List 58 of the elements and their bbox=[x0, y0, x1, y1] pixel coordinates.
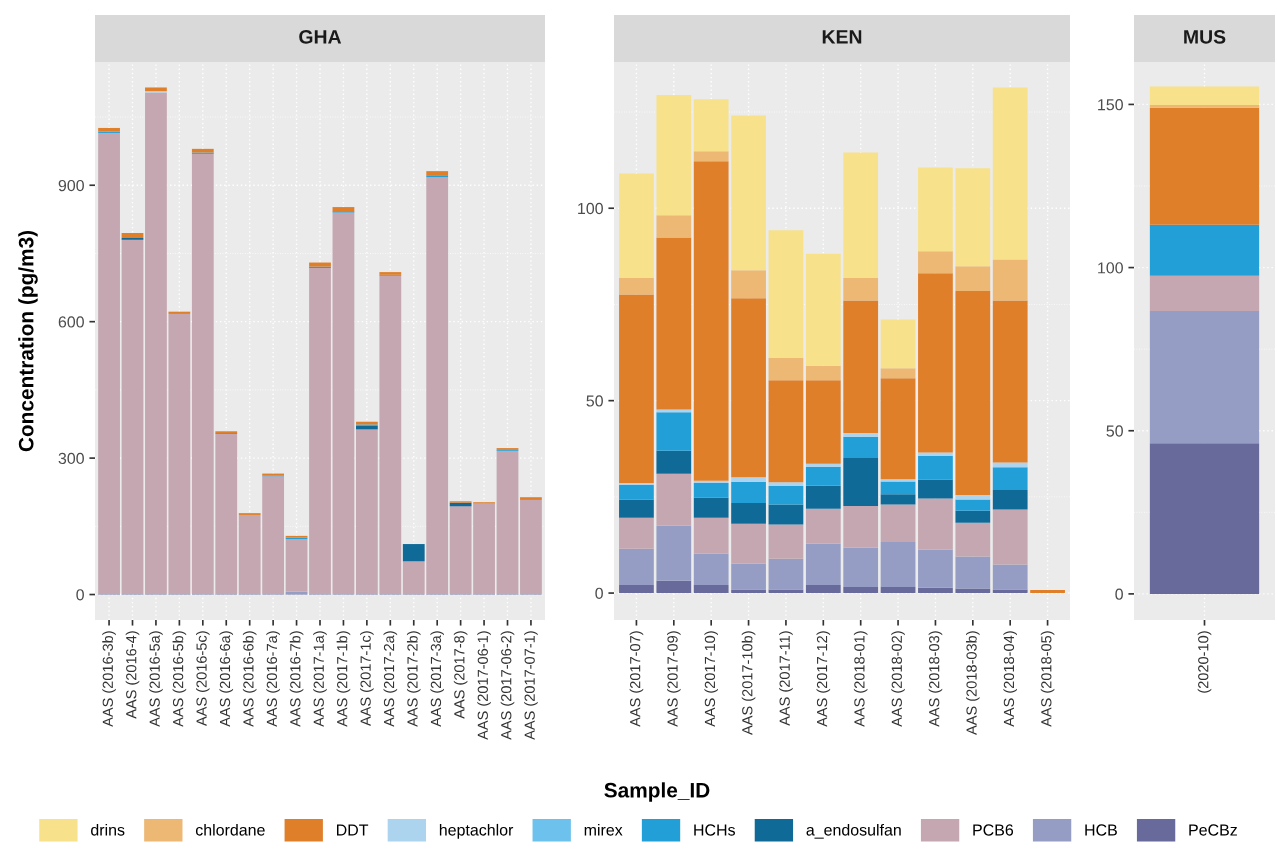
legend-label: chlordane bbox=[195, 823, 265, 836]
y-tick-label: 0 bbox=[76, 589, 84, 601]
legend-label: a_endosulfan bbox=[806, 823, 901, 839]
x-tick-label: AAS (2016-4) bbox=[125, 631, 140, 719]
y-tick-label: 600 bbox=[58, 316, 84, 328]
x-tick-label: AAS (2017-1c) bbox=[360, 631, 374, 727]
y-tick-label: 0 bbox=[1115, 588, 1123, 600]
chart-title: KEN bbox=[822, 30, 862, 44]
x-axis-title: Sample_ID bbox=[604, 782, 710, 802]
legend-label: PeCBz bbox=[1189, 824, 1237, 836]
x-tick-label: AAS (2018-01) bbox=[853, 631, 868, 727]
x-tick-label: AAS (2017-2b) bbox=[406, 631, 421, 727]
y-tick-label: 50 bbox=[586, 395, 603, 407]
x-tick-label: AAS (2016-6b) bbox=[242, 631, 257, 727]
legend-label: drins bbox=[91, 823, 125, 836]
x-tick-label: AAS (2017-3a) bbox=[430, 631, 444, 727]
x-tick-label: AAS (2018-04) bbox=[1003, 631, 1017, 727]
legend-label: mirex bbox=[584, 823, 623, 836]
x-tick-label: AAS (2017-07) bbox=[629, 631, 644, 727]
chart-title: GHA bbox=[299, 29, 342, 44]
y-tick-label: 0 bbox=[595, 587, 603, 600]
x-tick-label: AAS (2017-8) bbox=[453, 631, 468, 719]
y-tick-label: 100 bbox=[1098, 262, 1123, 274]
legend-label: DDT bbox=[337, 824, 369, 836]
x-tick-label: AAS (2017-11) bbox=[779, 631, 793, 726]
x-tick-label: AAS (2016-5a) bbox=[149, 631, 163, 727]
x-tick-label: AAS (2018-02) bbox=[891, 631, 905, 727]
x-tick-label: AAS (2017-12) bbox=[816, 631, 831, 727]
chart-title: MUS bbox=[1184, 29, 1226, 44]
x-tick-label: AAS (2018-03) bbox=[928, 631, 943, 727]
x-tick-label: AAS (2017-09) bbox=[667, 631, 681, 727]
x-tick-label: (2020-10) bbox=[1197, 631, 1212, 693]
x-tick-label: AAS (2017-1b) bbox=[336, 631, 351, 727]
x-tick-label: AAS (2016-3b) bbox=[102, 631, 116, 727]
x-tick-label: AAS (2017-06-1) bbox=[477, 631, 491, 740]
y-tick-label: 100 bbox=[578, 202, 603, 215]
x-tick-label: AAS (2017-2a) bbox=[383, 631, 398, 727]
x-tick-label: AAS (2016-7b) bbox=[289, 631, 304, 727]
x-tick-label: AAS (2016-5b) bbox=[172, 631, 187, 727]
y-tick-label: 300 bbox=[58, 452, 84, 465]
x-tick-label: AAS (2017-10) bbox=[704, 631, 718, 727]
x-tick-label: AAS (2018-03b) bbox=[966, 631, 980, 735]
x-tick-label: AAS (2017-1a) bbox=[313, 631, 327, 727]
legend-label: HCHs bbox=[694, 824, 735, 836]
x-tick-label: AAS (2016-5c) bbox=[196, 631, 210, 727]
x-tick-label: AAS (2017-07-1) bbox=[524, 631, 538, 740]
x-tick-label: AAS (2018-05) bbox=[1040, 631, 1055, 727]
x-tick-label: AAS (2016-6a) bbox=[219, 631, 234, 727]
x-tick-label: AAS (2017-06-2) bbox=[500, 631, 515, 740]
x-tick-label: AAS (2017-10b) bbox=[741, 631, 756, 735]
legend-label: heptachlor bbox=[439, 823, 514, 839]
legend-label: PCB6 bbox=[973, 824, 1014, 836]
y-tick-label: 150 bbox=[1098, 99, 1123, 111]
y-tick-label: 900 bbox=[58, 179, 84, 192]
x-tick-label: AAS (2016-7a) bbox=[266, 631, 280, 727]
legend-label: HCB bbox=[1085, 824, 1117, 836]
y-tick-label: 50 bbox=[1106, 425, 1123, 437]
y-axis-title: Concentration (pg/m3) bbox=[18, 230, 38, 452]
